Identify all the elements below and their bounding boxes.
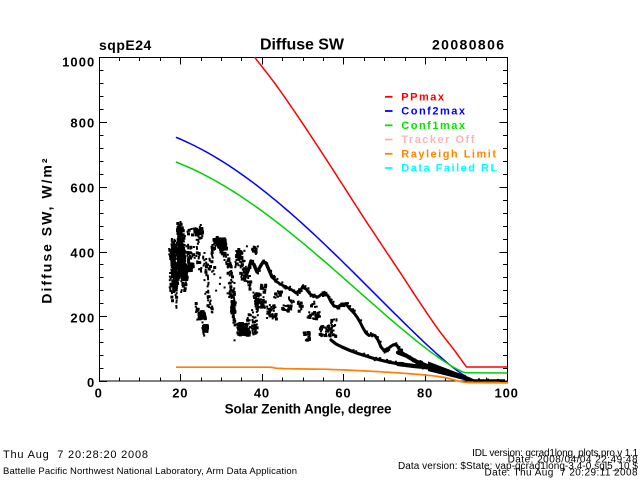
svg-text:60: 60	[335, 386, 351, 401]
svg-text:200: 200	[70, 310, 95, 325]
svg-text:Thu Aug 7 20:28:20 2008: Thu Aug 7 20:28:20 2008	[3, 449, 149, 461]
svg-text:PPmax: PPmax	[401, 91, 445, 103]
svg-text:sqpE24: sqpE24	[99, 37, 152, 53]
svg-text:Diffuse SW: Diffuse SW	[260, 37, 345, 54]
svg-text:Tracker Off: Tracker Off	[401, 134, 476, 146]
svg-text:Rayleigh Limit: Rayleigh Limit	[401, 148, 497, 160]
svg-text:0: 0	[87, 375, 95, 390]
svg-text:Date: Thu Aug 7 20:29:11 2008: Date: Thu Aug 7 20:29:11 2008	[485, 467, 638, 478]
svg-text:400: 400	[70, 245, 95, 260]
svg-text:0: 0	[95, 386, 103, 401]
svg-text:600: 600	[70, 181, 95, 196]
svg-text:Data version: $State: vap-qcra: Data version: $State: vap-qcrad1long-3.4…	[398, 461, 638, 472]
svg-text:Conf2max: Conf2max	[401, 106, 466, 118]
svg-text:1000: 1000	[62, 55, 95, 70]
svg-text:Battelle Pacific Northwest Nat: Battelle Pacific Northwest National Labo…	[3, 466, 297, 477]
svg-text:Conf1max: Conf1max	[401, 120, 466, 132]
svg-text:20: 20	[172, 386, 188, 401]
svg-text:100: 100	[495, 386, 519, 401]
svg-text:Data Failed RL: Data Failed RL	[401, 163, 498, 175]
svg-text:80: 80	[417, 386, 433, 401]
svg-text:20080806: 20080806	[432, 37, 506, 53]
svg-text:Diffuse SW, W/m²: Diffuse SW, W/m²	[39, 156, 55, 303]
svg-text:800: 800	[70, 116, 95, 131]
svg-text:40: 40	[254, 386, 270, 401]
svg-text:Date: 2008/04/04 22:49:48: Date: 2008/04/04 22:49:48	[508, 455, 638, 466]
svg-text:Solar Zenith Angle, degree: Solar Zenith Angle, degree	[225, 402, 392, 417]
svg-text:IDL version: qcrad1long_plots.: IDL version: qcrad1long_plots.pro,v 1.1	[472, 448, 638, 459]
